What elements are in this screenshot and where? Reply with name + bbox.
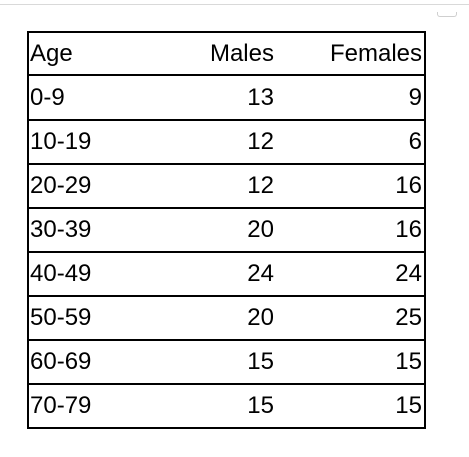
- table-row: 60-69 15 15: [29, 340, 424, 386]
- cell-females: 25: [276, 296, 424, 342]
- cell-females: 24: [276, 252, 424, 298]
- table-row: 40-49 24 24: [29, 252, 424, 298]
- cell-males: 15: [247, 392, 274, 420]
- cell-females: 6: [276, 119, 424, 165]
- cell-females: 15: [395, 392, 422, 420]
- header-age: Age: [29, 33, 147, 77]
- table-row: 20-29 12 16: [29, 163, 424, 209]
- cell-age: 10-19: [29, 119, 147, 165]
- cell-males: 20: [147, 207, 276, 254]
- table-row: 0-9 13 9: [29, 75, 424, 121]
- cell-age: 60-69: [29, 340, 147, 386]
- header-males: Males: [147, 33, 276, 77]
- cell-females: 15: [276, 340, 424, 386]
- window-corner-handle-icon: [437, 12, 457, 17]
- cell-males: 15: [147, 340, 276, 386]
- cell-age: 70-79: [30, 392, 92, 420]
- cell-males: 13: [147, 75, 276, 121]
- table-row: 50-59 20 25: [29, 296, 424, 342]
- table-row: 70-79 15 15: [29, 384, 424, 427]
- age-sex-table: Age Males Females 0-9 13 9 10-19 12 6 20…: [27, 31, 426, 429]
- cell-males: 12: [147, 163, 276, 209]
- cell-females: 16: [276, 207, 424, 254]
- table-row: 30-39 20 16: [29, 207, 424, 254]
- cell-age: 40-49: [29, 252, 147, 298]
- header-females: Females: [276, 33, 424, 77]
- cell-males: 20: [147, 296, 276, 342]
- top-divider: [0, 4, 469, 5]
- cell-males: 12: [147, 119, 276, 165]
- table-header-row: Age Males Females: [29, 33, 424, 77]
- cell-age: 20-29: [29, 163, 147, 209]
- cell-males: 24: [147, 252, 276, 298]
- cell-females: 16: [276, 163, 424, 209]
- cell-females: 9: [276, 75, 424, 121]
- table-row: 10-19 12 6: [29, 119, 424, 165]
- cell-age: 0-9: [29, 75, 147, 121]
- data-table: Age Males Females 0-9 13 9 10-19 12 6 20…: [29, 33, 424, 427]
- cell-age: 30-39: [29, 207, 147, 254]
- cell-age: 50-59: [29, 296, 147, 342]
